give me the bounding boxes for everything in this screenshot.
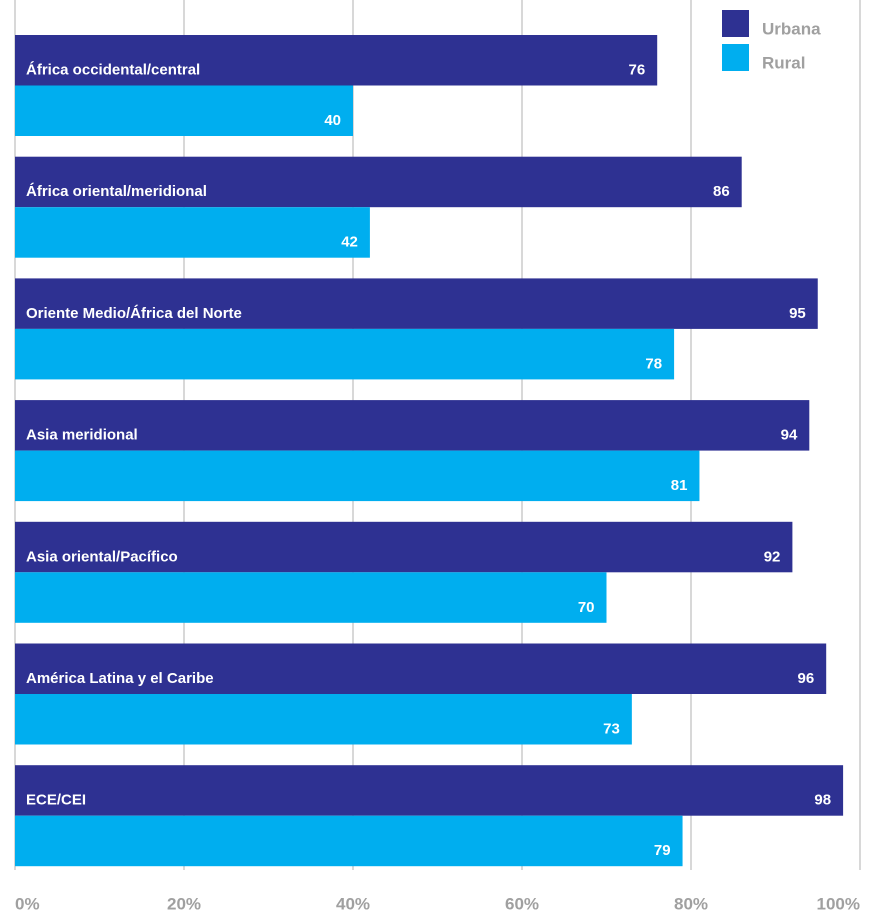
bar: [15, 278, 818, 329]
value-label: 79: [654, 842, 671, 859]
value-label: 94: [781, 427, 798, 444]
bar: [15, 815, 683, 867]
bar: [15, 35, 658, 86]
value-label: 40: [324, 112, 341, 129]
legend-swatch: [722, 10, 749, 37]
x-tick-label: 20%: [167, 894, 201, 913]
legend-swatch: [722, 44, 749, 71]
value-label: 73: [603, 720, 620, 737]
bar: [15, 400, 810, 451]
x-tick-label: 0%: [15, 894, 40, 913]
bar: [15, 765, 844, 816]
legend-label: Rural: [762, 53, 805, 72]
legend-label: Urbana: [762, 19, 821, 38]
bar: [15, 521, 793, 573]
x-tick-label: 80%: [674, 894, 708, 913]
bar: [15, 694, 632, 745]
x-tick-label: 100%: [817, 894, 860, 913]
value-label: 92: [764, 548, 781, 565]
bar: [15, 207, 370, 258]
category-label: ECE/CEI: [26, 792, 86, 809]
x-tick-label: 40%: [336, 894, 370, 913]
value-label: 86: [713, 183, 730, 200]
value-label: 42: [341, 234, 358, 251]
bar: [15, 450, 700, 502]
bar: [15, 643, 827, 694]
category-label: África oriental/meridional: [26, 183, 207, 200]
bar: [15, 156, 742, 208]
x-tick-label: 60%: [505, 894, 539, 913]
value-label: 70: [578, 599, 595, 616]
value-label: 95: [789, 305, 806, 322]
bar: [15, 328, 675, 380]
value-label: 76: [629, 61, 646, 78]
bar: [15, 85, 353, 136]
category-label: Asia meridional: [26, 427, 138, 444]
value-label: 96: [798, 670, 815, 687]
value-label: 81: [671, 477, 688, 494]
value-label: 78: [645, 355, 662, 372]
value-label: 98: [814, 792, 831, 809]
category-label: África occidental/central: [26, 61, 200, 78]
category-label: Asia oriental/Pacífico: [26, 548, 178, 565]
bar: [15, 572, 607, 623]
category-label: Oriente Medio/África del Norte: [26, 305, 242, 322]
category-label: América Latina y el Caribe: [26, 670, 214, 687]
